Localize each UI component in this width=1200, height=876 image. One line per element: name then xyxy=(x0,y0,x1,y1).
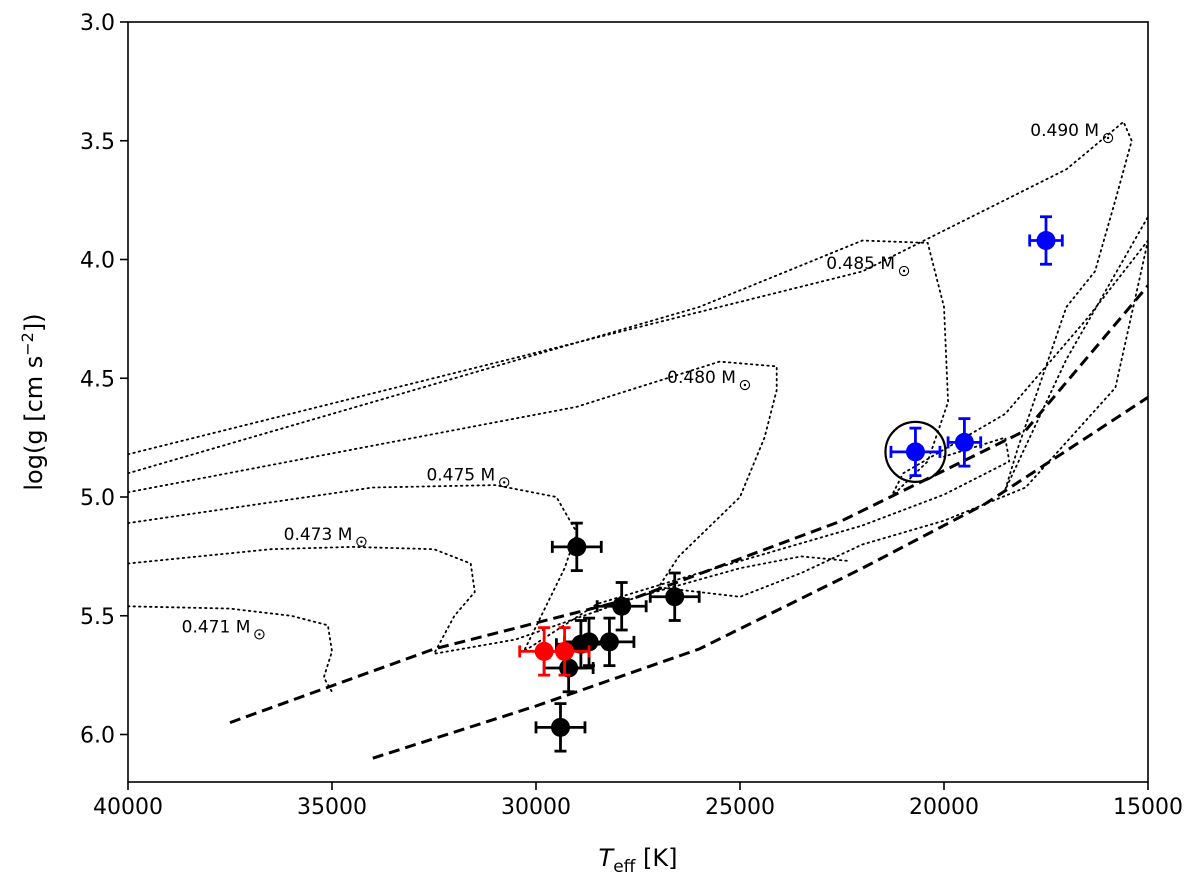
point-marker xyxy=(571,634,591,654)
highlight-circle xyxy=(884,420,947,483)
point-marker xyxy=(555,641,575,661)
y-axis-label: log(g [cm s−2]) xyxy=(18,313,48,490)
evolutionary-track-1 xyxy=(128,239,1148,498)
solar-mass-dot xyxy=(503,481,506,484)
y-tick-label: 4.0 xyxy=(80,249,115,274)
x-tick-label: 35000 xyxy=(297,795,367,820)
data-point-red-9 xyxy=(538,626,591,677)
solar-mass-dot xyxy=(743,383,747,387)
track-label-0: 0.490 M xyxy=(1030,121,1099,141)
evolutionary-track-2 xyxy=(128,239,1148,598)
track-label-3: 0.475 M xyxy=(426,465,495,485)
solar-mass-symbol xyxy=(898,265,910,277)
solar-mass-symbol xyxy=(739,379,751,391)
y-axis-ticks: 3.0 3.5 4.0 4.5 5.0 5.5 6.0 xyxy=(80,11,128,749)
data-point-black-4 xyxy=(583,616,636,668)
point-marker xyxy=(1036,231,1056,250)
solar-mass-symbol xyxy=(254,629,265,640)
data-points xyxy=(518,215,1064,753)
track-label-1: 0.485 M xyxy=(826,254,895,274)
point-marker xyxy=(954,432,974,452)
point-marker xyxy=(665,587,685,607)
zaehb-taehb-lines xyxy=(229,284,1148,760)
data-point-black-1 xyxy=(595,581,648,632)
evolutionary-track-5 xyxy=(128,605,333,693)
track-labels: 0.490 M 0.485 M 0.480 M 0.475 M 0.473 M 0.471… xyxy=(182,121,1114,640)
solar-mass-dot xyxy=(360,540,363,543)
evolutionary-track-0 xyxy=(128,120,1148,491)
solar-mass-symbol xyxy=(356,536,367,547)
y-tick-label: 3.5 xyxy=(80,130,115,155)
point-marker xyxy=(599,632,619,652)
point-marker xyxy=(550,717,570,737)
evolutionary-track-3 xyxy=(128,436,1011,653)
data-point-blue-12 xyxy=(1028,215,1064,266)
data-point-black-2 xyxy=(648,571,701,622)
point-marker xyxy=(905,442,925,462)
dashed-line-1 xyxy=(372,396,1148,760)
solar-mass-dot xyxy=(258,633,261,636)
data-point-black-0 xyxy=(550,521,603,573)
evolutionary-track-4 xyxy=(128,546,852,655)
track-label-2: 0.480 M xyxy=(667,368,736,388)
track-label-4: 0.473 M xyxy=(284,525,353,545)
track-label-5: 0.471 M xyxy=(182,617,251,637)
x-tick-label: 30000 xyxy=(501,795,571,820)
y-tick-label: 5.0 xyxy=(80,486,115,511)
point-marker xyxy=(612,596,632,616)
plot-frame xyxy=(127,21,1149,783)
x-tick-label: 40000 xyxy=(93,795,163,820)
solar-mass-symbol xyxy=(499,477,510,488)
data-point-blue-10 xyxy=(884,420,947,483)
dashed-line-0 xyxy=(229,284,1148,725)
y-tick-label: 6.0 xyxy=(80,724,115,749)
y-tick-label: 3.0 xyxy=(80,11,115,36)
solar-mass-dot xyxy=(902,269,906,273)
point-marker xyxy=(567,537,587,557)
x-axis-ticks: 40000 35000 30000 25000 20000 15000 xyxy=(93,782,1183,820)
x-tick-label: 20000 xyxy=(909,795,979,820)
data-point-blue-11 xyxy=(946,417,983,468)
x-axis-label: Teff [K] xyxy=(599,844,678,876)
solar-mass-dot xyxy=(1106,136,1110,140)
solar-mass-symbol xyxy=(1102,132,1114,144)
x-tick-label: 15000 xyxy=(1113,795,1183,820)
y-tick-label: 4.5 xyxy=(80,367,115,392)
data-point-black-7 xyxy=(534,702,587,753)
y-tick-label: 5.5 xyxy=(80,605,115,630)
x-tick-label: 25000 xyxy=(705,795,775,820)
